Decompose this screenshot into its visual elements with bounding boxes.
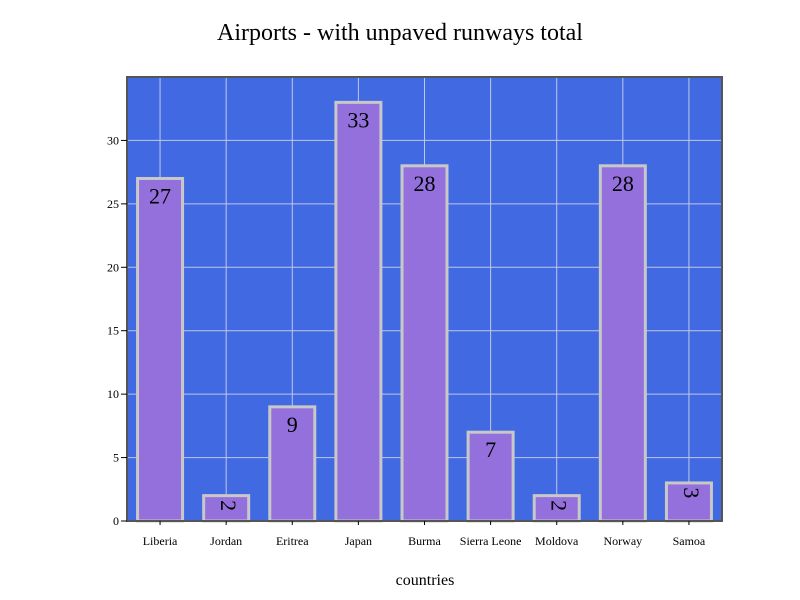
y-tick-label: 15 [107,324,119,338]
bar-eritrea [268,405,317,523]
x-tick-label: Eritrea [276,534,309,548]
bar-liberia [136,176,185,523]
bar-value-label: 27 [149,183,171,208]
x-tick-label: Japan [345,534,372,548]
bar-samoa [664,481,713,523]
y-tick-label: 0 [113,514,119,528]
y-axis: 0 5 10 15 20 25 30 [107,133,127,528]
x-axis-label: countries [396,572,455,589]
bar-value-label: 2 [216,500,241,511]
bars [136,100,713,523]
bar-labels: 27 2 9 33 28 7 2 28 3 [149,107,704,511]
bar-value-label: 2 [547,500,572,511]
bar-value-label: 28 [414,171,436,196]
bar-value-label: 3 [679,487,704,498]
chart-title: Airports - with unpaved runways total [217,20,583,46]
x-tick-label: Liberia [143,534,178,548]
x-tick-label: Sierra Leone [460,534,522,548]
y-tick-label: 25 [107,197,119,211]
x-tick-label: Burma [408,534,441,548]
bar-burma [400,164,449,523]
bar-norway [598,164,647,523]
y-tick-label: 10 [107,387,119,401]
x-tick-label: Samoa [673,534,706,548]
x-tick-label: Moldova [535,534,579,548]
bar-value-label: 28 [612,171,634,196]
bar-japan [334,100,383,523]
bar-jordan [202,494,251,523]
x-tick-label: Jordan [210,534,242,548]
x-tick-label: Norway [604,534,643,548]
y-tick-label: 5 [113,451,119,465]
bar-moldova [532,494,581,523]
bar-value-label: 9 [287,412,298,437]
y-tick-label: 20 [107,260,119,274]
bar-value-label: 7 [485,437,496,462]
bar-value-label: 33 [347,107,369,132]
x-axis: Liberia Jordan Eritrea Japan Burma Sierra Leo… [143,521,706,548]
y-tick-label: 30 [107,133,119,147]
